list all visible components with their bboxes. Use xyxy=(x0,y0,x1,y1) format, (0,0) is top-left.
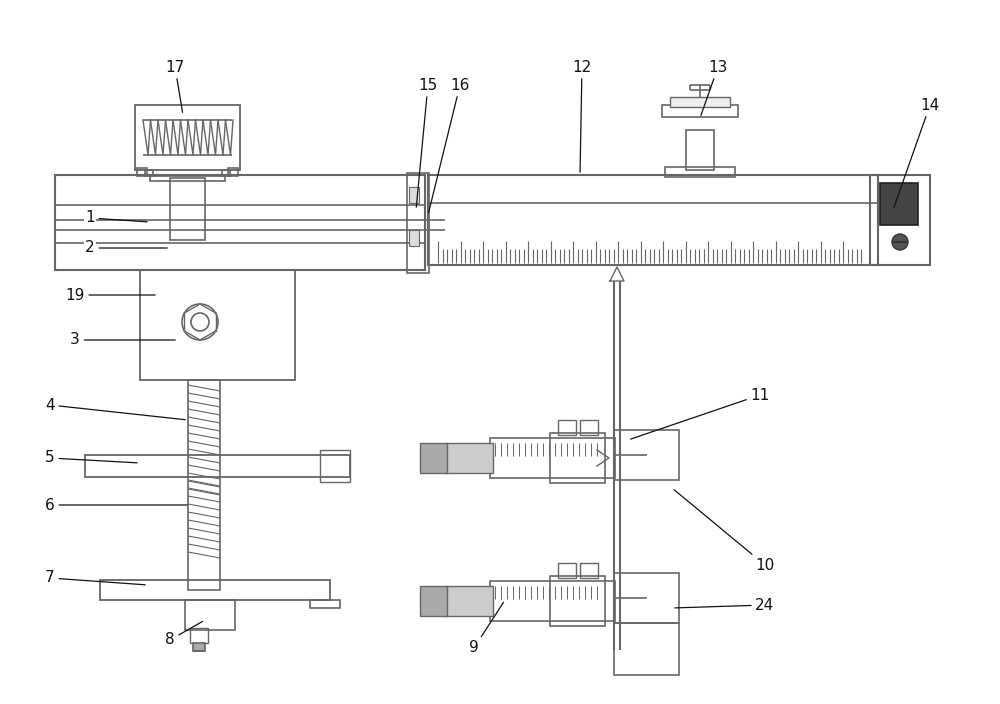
Bar xyxy=(409,230,419,246)
Text: 13: 13 xyxy=(701,60,728,115)
Text: 10: 10 xyxy=(674,490,775,572)
Bar xyxy=(228,168,238,176)
Text: 19: 19 xyxy=(65,287,155,303)
Bar xyxy=(686,130,714,170)
Text: 4: 4 xyxy=(45,398,185,420)
Bar xyxy=(558,420,576,435)
Text: 3: 3 xyxy=(70,332,175,348)
Text: 9: 9 xyxy=(469,603,503,655)
Bar xyxy=(55,175,425,270)
Text: 17: 17 xyxy=(165,60,185,112)
Bar xyxy=(614,573,679,623)
Bar xyxy=(185,600,235,630)
Bar xyxy=(580,563,598,578)
Bar xyxy=(420,586,447,616)
Bar xyxy=(550,433,605,483)
Bar xyxy=(170,178,205,240)
Bar xyxy=(188,380,220,590)
Text: 8: 8 xyxy=(165,622,203,648)
Text: 7: 7 xyxy=(45,570,145,586)
Text: 12: 12 xyxy=(572,60,592,172)
Text: 11: 11 xyxy=(631,387,770,439)
Text: 16: 16 xyxy=(429,77,470,213)
Text: 24: 24 xyxy=(675,598,775,612)
Bar xyxy=(190,628,208,643)
Bar xyxy=(193,643,205,651)
Bar xyxy=(614,430,679,480)
Bar xyxy=(580,420,598,435)
Bar xyxy=(670,97,730,107)
Bar xyxy=(428,175,878,265)
Bar xyxy=(490,438,615,478)
Text: 6: 6 xyxy=(45,498,187,513)
Circle shape xyxy=(892,234,908,250)
Bar xyxy=(870,175,930,265)
Bar xyxy=(662,105,738,117)
Text: 15: 15 xyxy=(416,77,438,207)
Bar xyxy=(222,170,230,176)
Bar xyxy=(409,187,419,203)
Bar xyxy=(137,168,147,176)
Bar xyxy=(665,167,735,177)
Text: 14: 14 xyxy=(894,97,940,208)
Bar xyxy=(140,270,295,380)
Bar xyxy=(880,183,918,225)
Bar xyxy=(145,170,153,176)
Bar xyxy=(85,455,350,477)
Bar xyxy=(100,580,330,600)
Bar xyxy=(550,576,605,626)
Bar xyxy=(135,105,240,170)
Bar xyxy=(150,176,225,181)
Bar xyxy=(558,563,576,578)
Bar xyxy=(614,623,679,675)
Bar xyxy=(490,581,615,621)
Text: 1: 1 xyxy=(85,210,147,225)
Bar xyxy=(445,586,493,616)
Bar xyxy=(420,443,447,473)
Text: 2: 2 xyxy=(85,241,167,256)
Text: 5: 5 xyxy=(45,451,137,465)
Bar xyxy=(310,600,340,608)
Bar xyxy=(407,173,429,273)
Bar xyxy=(320,450,350,482)
Bar xyxy=(445,443,493,473)
